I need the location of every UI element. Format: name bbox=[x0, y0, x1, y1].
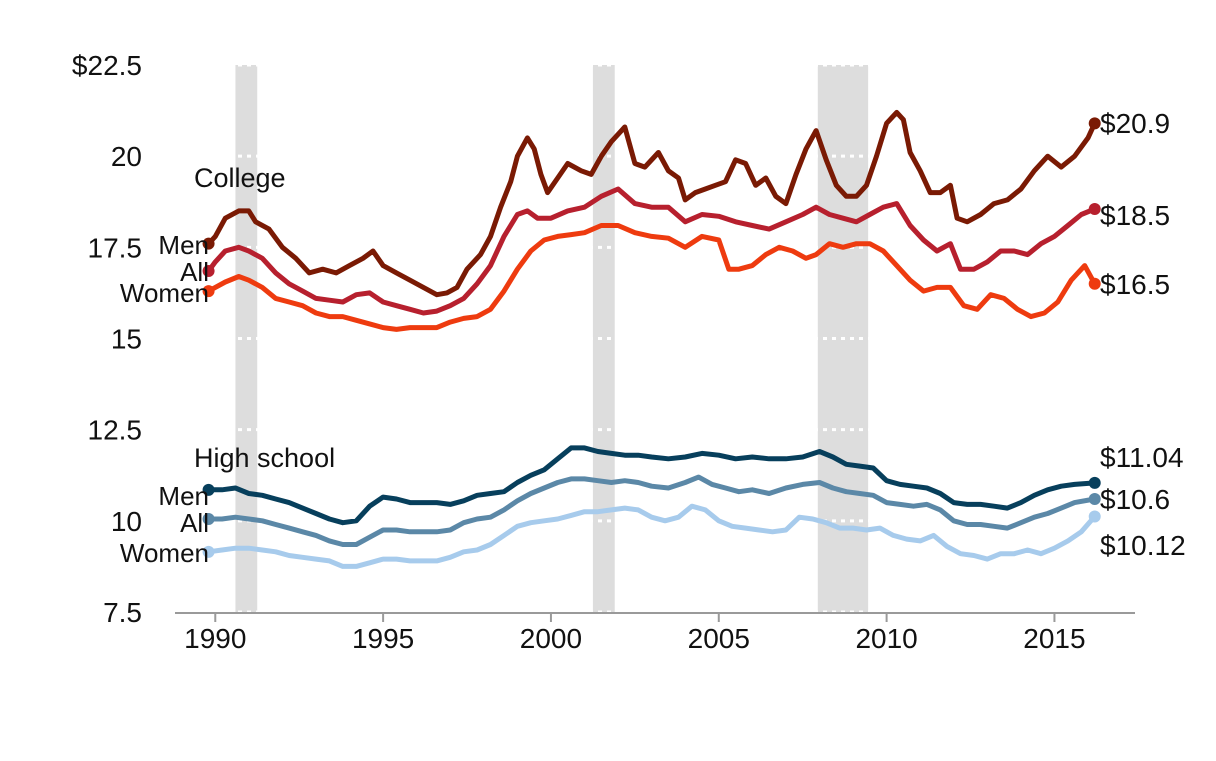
series-label-all: All bbox=[180, 257, 209, 287]
series-start-dot bbox=[202, 545, 215, 558]
series-label-men: Men bbox=[158, 230, 209, 260]
end-value-label: $20.9 bbox=[1100, 108, 1170, 139]
series-label-all: All bbox=[180, 508, 209, 538]
x-tick-label: 2000 bbox=[520, 623, 582, 654]
series-start-dot bbox=[202, 513, 215, 526]
series-line-college-all bbox=[206, 186, 1098, 316]
x-tick-label: 2005 bbox=[688, 623, 750, 654]
x-tick-label: 2015 bbox=[1023, 623, 1085, 654]
series-labels: College High school Men $20.9 All $18.5 Women $… bbox=[120, 108, 1186, 568]
series-start-dot bbox=[202, 285, 215, 298]
end-value-label: $11.04 bbox=[1100, 442, 1184, 473]
series-line-college-men bbox=[206, 109, 1098, 298]
x-tick-label: 2010 bbox=[855, 623, 917, 654]
series-line-high-school-women bbox=[206, 503, 1098, 569]
end-value-label: $10.12 bbox=[1100, 530, 1186, 561]
y-tick-label: $22.5 bbox=[72, 50, 142, 81]
series-end-dot bbox=[1088, 277, 1101, 290]
series-line-college-women bbox=[206, 223, 1098, 332]
series-end-dot bbox=[1088, 492, 1101, 505]
group-label-college: College bbox=[194, 163, 286, 193]
end-value-label: $18.5 bbox=[1100, 200, 1170, 231]
group-label-high-school: High school bbox=[194, 443, 335, 473]
series-start-dot bbox=[202, 237, 215, 250]
series-start-dot bbox=[202, 483, 215, 496]
series-end-dot bbox=[1088, 203, 1101, 216]
axes: 7.5 10 12.5 15 17.5 20 $22.5 1990 1995 2000 2005 20… bbox=[72, 50, 1135, 654]
series-line-high-school-men bbox=[206, 445, 1098, 526]
end-value-label: $10.6 bbox=[1100, 484, 1170, 515]
series-end-dot bbox=[1088, 117, 1101, 130]
series-end-dot bbox=[1088, 510, 1101, 523]
y-tick-label: 20 bbox=[111, 141, 142, 172]
series-start-dot bbox=[202, 265, 215, 278]
y-tick-label: 17.5 bbox=[88, 232, 143, 263]
recession-band bbox=[592, 65, 615, 612]
y-tick-label: 10 bbox=[111, 506, 142, 537]
grid-lines bbox=[175, 63, 1135, 614]
series-label-women: Women bbox=[120, 538, 209, 568]
series-lines bbox=[202, 109, 1101, 569]
series-end-dot bbox=[1088, 476, 1101, 489]
y-tick-label: 12.5 bbox=[88, 415, 143, 446]
y-tick-label: 15 bbox=[111, 324, 142, 355]
series-line-high-school-all bbox=[206, 474, 1098, 547]
series-label-men: Men bbox=[158, 481, 209, 511]
x-tick-label: 1990 bbox=[184, 623, 246, 654]
series-label-women: Women bbox=[120, 278, 209, 308]
y-tick-label: 7.5 bbox=[103, 597, 142, 628]
end-value-label: $16.5 bbox=[1100, 269, 1170, 300]
recession-band bbox=[235, 65, 258, 612]
x-tick-label: 1995 bbox=[352, 623, 414, 654]
